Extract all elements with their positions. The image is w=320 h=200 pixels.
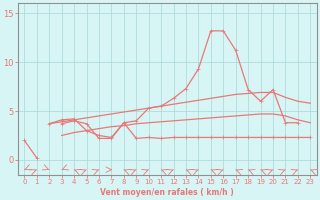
X-axis label: Vent moyen/en rafales ( km/h ): Vent moyen/en rafales ( km/h ) xyxy=(100,188,234,197)
